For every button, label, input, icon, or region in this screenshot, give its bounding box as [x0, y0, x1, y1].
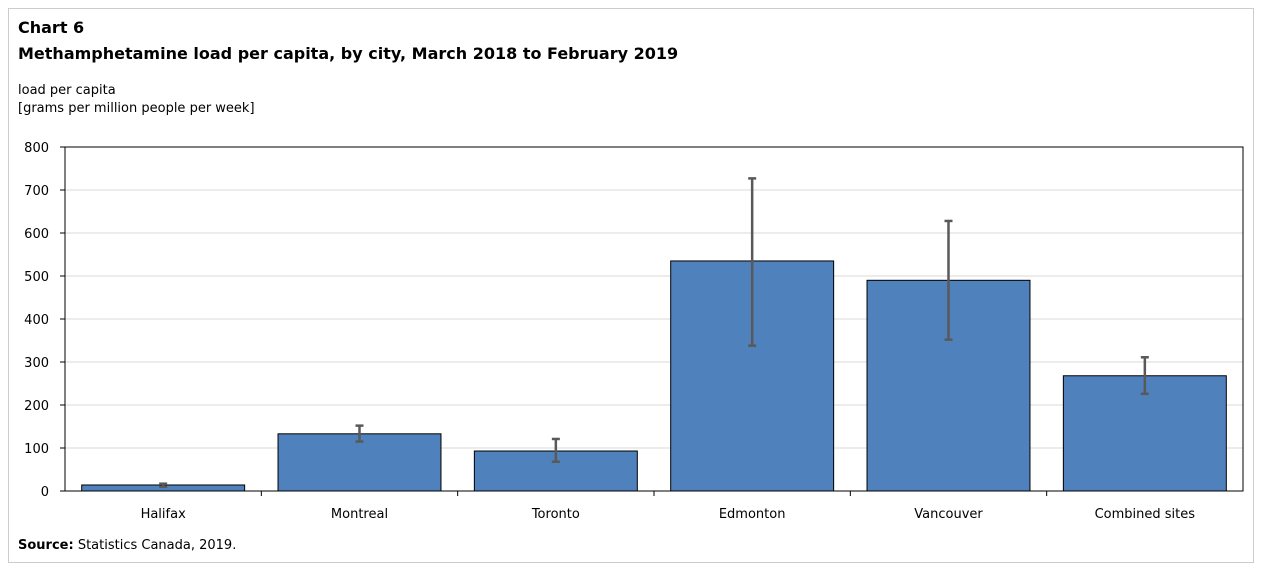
y-axis-label: load per capita [grams per million peopl…	[18, 82, 255, 118]
error-bars	[159, 177, 1149, 488]
grid-lines	[65, 189, 1243, 449]
x-tick-label: Montreal	[331, 507, 388, 522]
chart-title: Methamphetamine load per capita, by city…	[18, 44, 679, 63]
x-tick-label: Toronto	[531, 507, 580, 522]
x-tick-label: Combined sites	[1095, 507, 1196, 522]
x-axis-ticks: Halifax Montreal Toronto Edmonton Vancouver C…	[141, 491, 1196, 522]
source-note: Source: Statistics Canada, 2019.	[18, 538, 236, 553]
y-tick-label: 300	[24, 356, 49, 371]
y-axis-ticks: 0 100 200 300 400 500 600 700 800	[24, 141, 65, 500]
y-tick-label: 500	[24, 270, 49, 285]
x-tick-label: Edmonton	[719, 507, 786, 522]
y-tick-label: 600	[24, 227, 49, 242]
y-tick-label: 200	[24, 399, 49, 414]
y-axis-label-line1: load per capita	[18, 83, 116, 98]
chart-number: Chart 6	[18, 18, 85, 37]
y-tick-label: 400	[24, 313, 49, 328]
x-tick-label: Vancouver	[914, 507, 983, 522]
y-tick-label: 100	[24, 442, 49, 457]
y-axis-label-line2: [grams per million people per week]	[18, 101, 255, 116]
y-tick-label: 0	[41, 485, 49, 500]
source-text: Statistics Canada, 2019.	[77, 538, 237, 553]
bars	[81, 260, 1227, 492]
y-tick-label: 800	[24, 141, 49, 156]
x-tick-label: Halifax	[141, 507, 187, 522]
chart-frame	[8, 8, 1254, 563]
source-label: Source:	[18, 538, 74, 553]
y-tick-label: 700	[24, 184, 49, 199]
